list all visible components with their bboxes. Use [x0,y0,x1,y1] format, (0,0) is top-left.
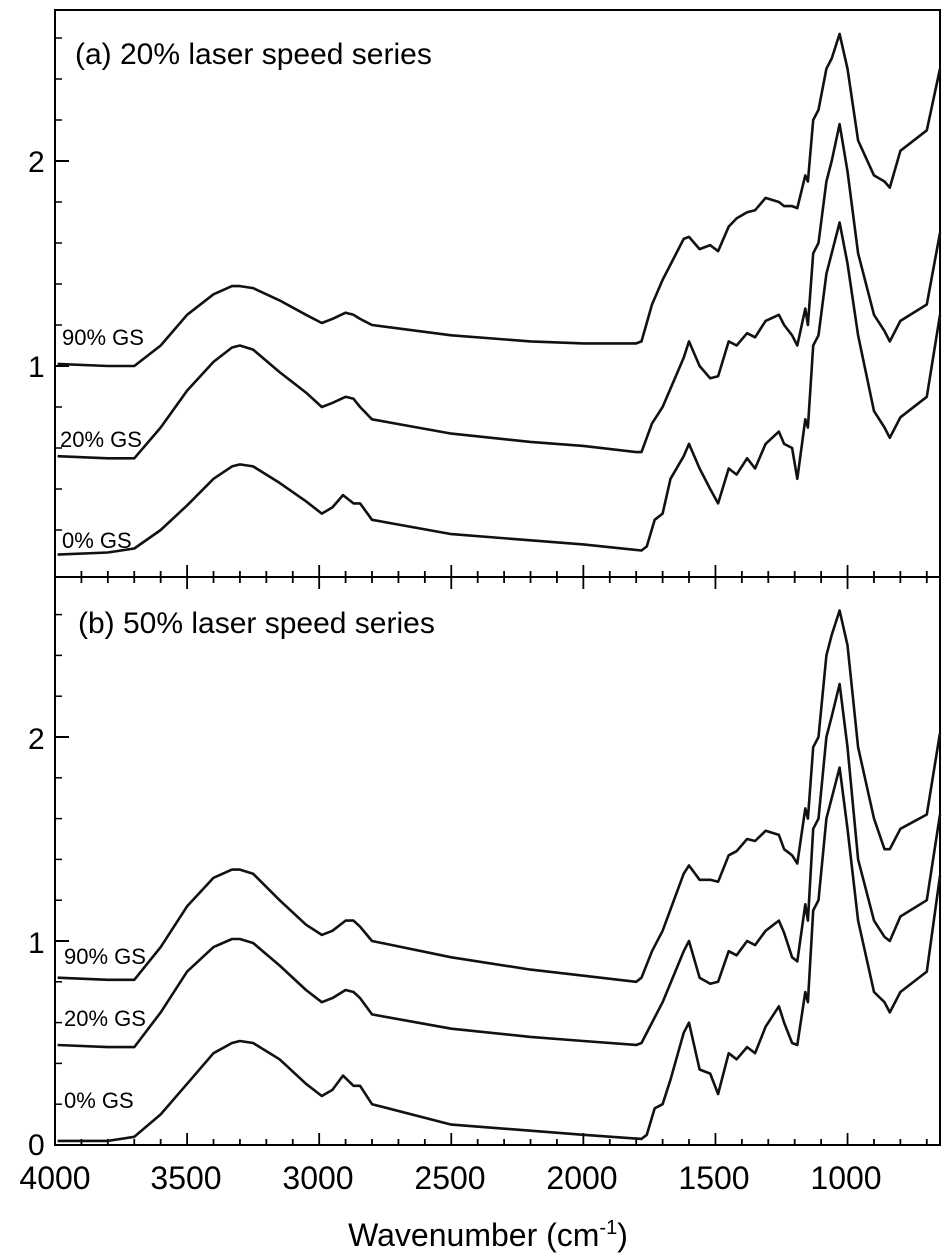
panel-a-ytick-label-1: 1 [28,351,45,384]
panel-b-frame [54,576,941,1146]
x-axis-label: Wavenumber (cm-1) [348,1217,628,1253]
panel-a-label-90: 90% GS [62,325,144,350]
x-tick-label-2500: 2500 [414,1160,485,1196]
panel-a-label-0: 0% GS [62,528,132,553]
panel-b-series-2 [57,609,942,984]
panel-a-series-2 [57,32,942,368]
x-tick-label-1500: 1500 [678,1160,749,1196]
panel-b-label-0: 0% GS [64,1088,134,1113]
x-tick-label-1000: 1000 [810,1160,881,1196]
panel-a: (a) 20% laser speed series 90% GS 20% GS… [28,9,942,589]
x-axis-label-main: Wavenumber (cm [348,1217,599,1253]
x-tick-label-4000: 4000 [19,1160,90,1196]
panel-b-label-20: 20% GS [64,1006,146,1031]
panel-a-series-0 [57,221,942,556]
x-axis-label-close: ) [617,1217,628,1253]
panel-b-x-ticks [54,1133,928,1145]
panel-a-title: (a) 20% laser speed series [75,38,432,71]
panel-a-series-1 [57,122,942,460]
x-tick-label-3000: 3000 [282,1160,353,1196]
panel-a-label-20: 20% GS [60,427,142,452]
panel-a-y-ticks [55,37,69,531]
x-tick-label-2000: 2000 [546,1160,617,1196]
panel-b-series-1 [57,682,942,1049]
panel-b-label-90: 90% GS [64,944,146,969]
x-tick-labels: 4000 3500 3000 2500 2000 1500 1000 [19,1160,881,1196]
panel-b-ytick-label-0: 0 [28,1129,45,1162]
panel-b-y-ticks [55,613,69,1146]
panel-b-title: (b) 50% laser speed series [78,607,435,640]
panel-b-ytick-label-2: 2 [28,723,45,756]
x-axis-label-sup: -1 [599,1217,617,1239]
x-tick-label-3500: 3500 [150,1160,221,1196]
panel-b-series-0 [57,766,942,1143]
panel-b-series [57,609,942,1143]
panel-b-ytick-label-1: 1 [28,927,45,960]
panel-a-series [57,32,942,556]
panel-a-frame [54,9,941,578]
panel-a-ytick-label-2: 2 [28,146,45,179]
panel-b: (b) 50% laser speed series 90% GS 20% GS… [28,576,942,1162]
